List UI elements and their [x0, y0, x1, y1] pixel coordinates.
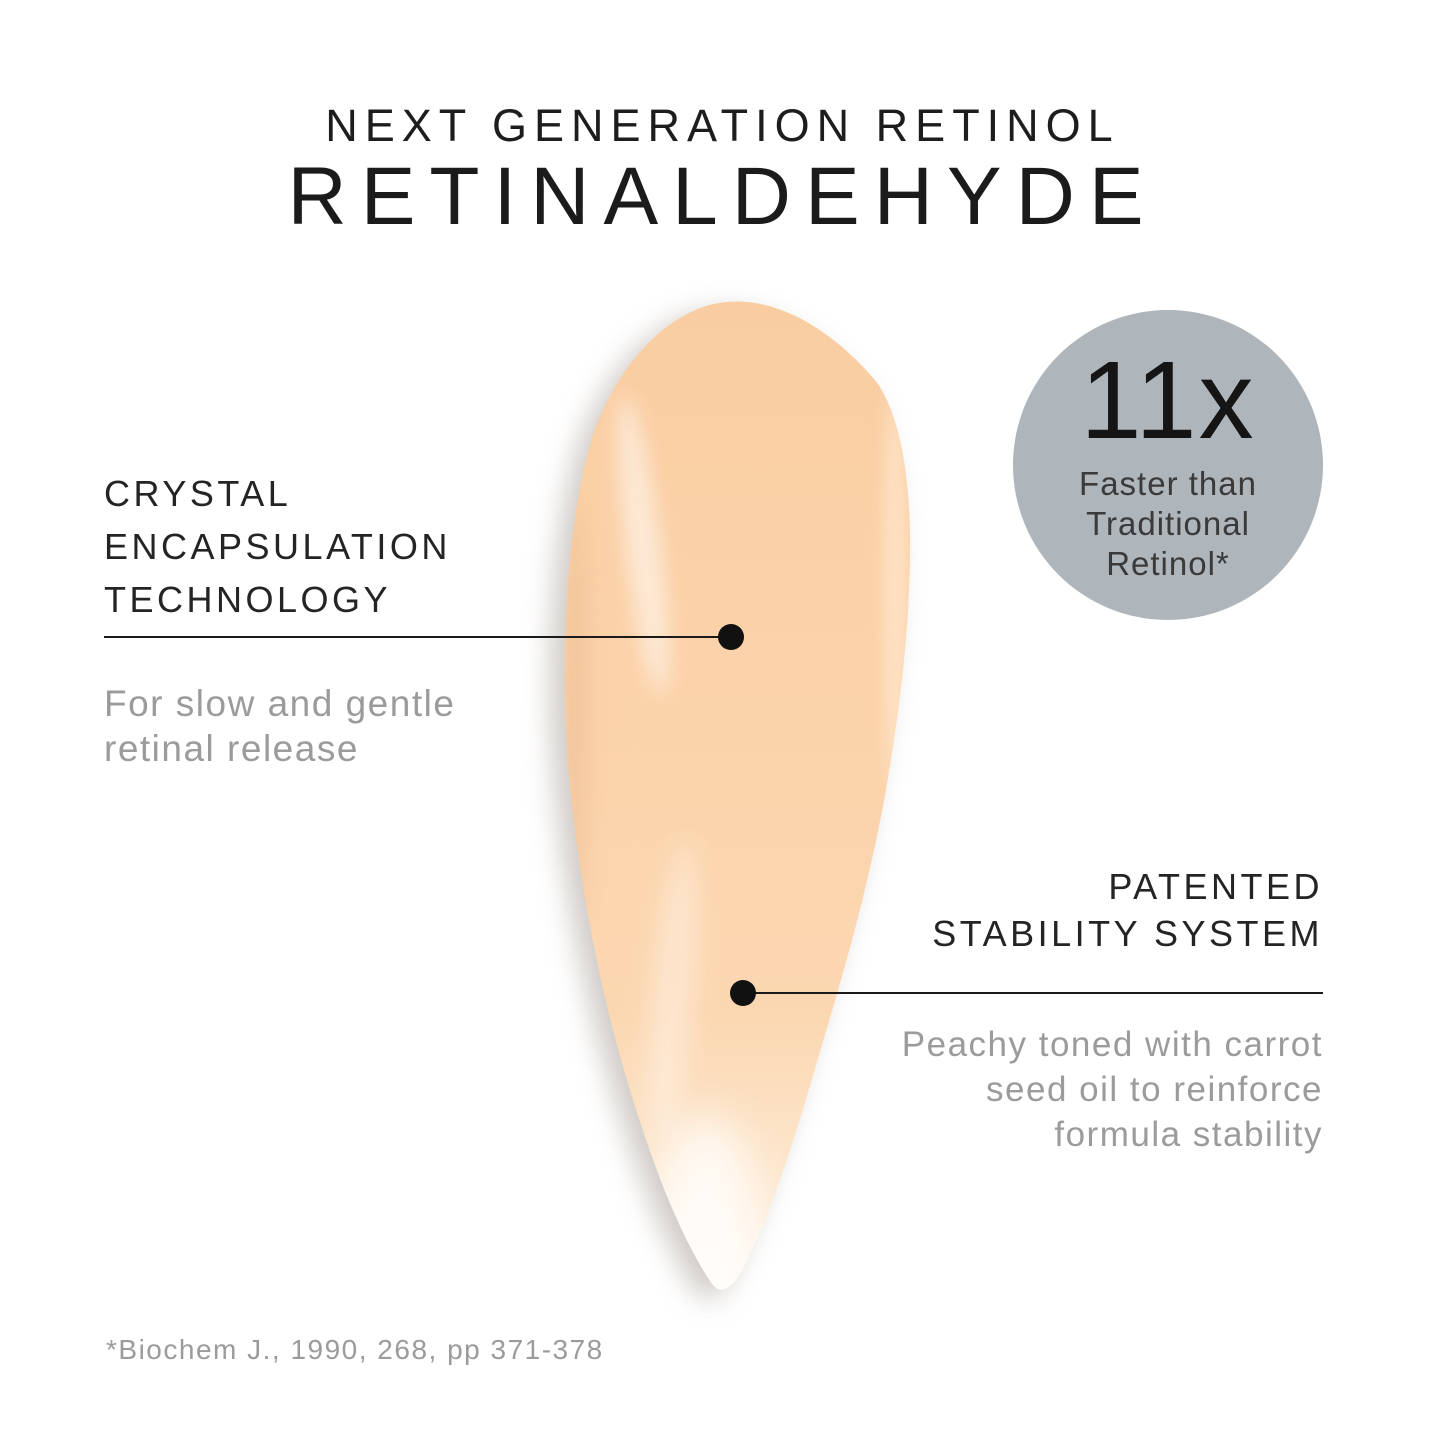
product-swatch [564, 301, 911, 1290]
callout-left-heading: CRYSTAL ENCAPSULATION TECHNOLOGY [104, 467, 451, 626]
callout-left-heading-line: TECHNOLOGY [104, 579, 392, 620]
callout-right-body: Peachy toned with carrot seed oil to rei… [902, 1022, 1323, 1157]
stat-badge: 11x Faster than Traditional Retinol* [1013, 310, 1323, 620]
callout-left-body-line: retinal release [104, 728, 359, 769]
stat-caption-line: Traditional [1086, 504, 1250, 542]
eyebrow-text: NEXT GENERATION RETINOL [325, 100, 1120, 151]
callout-dot-left [718, 624, 744, 650]
callout-right-heading-line: PATENTED [1108, 866, 1323, 907]
callout-left-body-line: For slow and gentle [104, 683, 456, 724]
callout-dot-right [730, 980, 756, 1006]
stat-caption-line: Retinol* [1106, 545, 1230, 583]
callout-right-body-line: Peachy toned with carrot [901, 1025, 1323, 1064]
callout-left-heading-line: ENCAPSULATION [104, 526, 451, 567]
callout-left-heading-line: CRYSTAL [104, 473, 292, 514]
callout-right-body-line: seed oil to reinforce [986, 1070, 1323, 1109]
callout-right-body-line: formula stability [1054, 1115, 1323, 1154]
stat-value: 11x [1080, 338, 1256, 462]
stat-caption-line: Faster than [1079, 464, 1257, 502]
callout-left-body: For slow and gentle retinal release [104, 681, 455, 771]
citation-footnote: *Biochem J., 1990, 268, pp 371-378 [106, 1334, 604, 1365]
page-title: RETINALDEHYDE [287, 151, 1158, 242]
callout-right-heading-line: STABILITY SYSTEM [932, 913, 1323, 954]
callout-right-heading: PATENTED STABILITY SYSTEM [932, 863, 1323, 957]
